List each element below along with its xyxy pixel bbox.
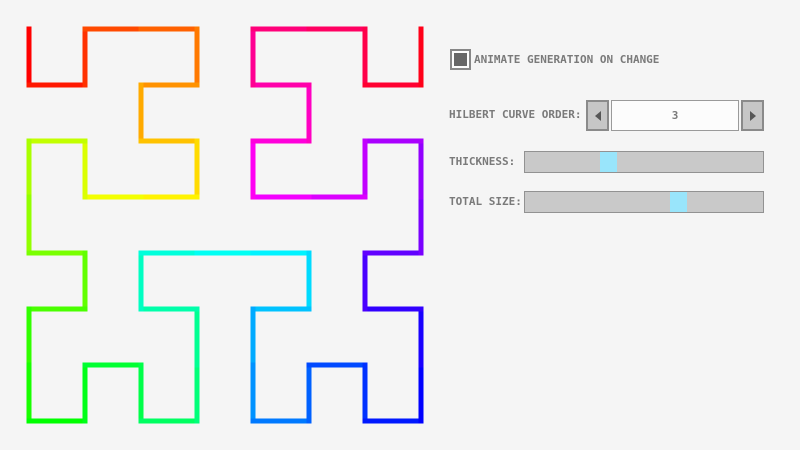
checkbox-checked-mark (454, 53, 467, 66)
order-decrement-button[interactable] (586, 100, 609, 131)
total-size-label: TOTAL SIZE: (449, 195, 522, 208)
thickness-slider-thumb[interactable] (600, 152, 617, 172)
animate-checkbox-label: ANIMATE GENERATION ON CHANGE (474, 53, 660, 66)
order-label: HILBERT CURVE ORDER: (449, 108, 582, 121)
order-value-field[interactable]: 3 (611, 100, 739, 131)
total-size-slider[interactable] (524, 191, 764, 213)
order-increment-button[interactable] (741, 100, 764, 131)
thickness-slider[interactable] (524, 151, 764, 173)
thickness-label: THICKNESS: (449, 155, 516, 168)
animate-checkbox[interactable] (450, 49, 471, 70)
hilbert-curve-canvas (26, 26, 424, 424)
left-arrow-icon (594, 110, 601, 121)
total-size-slider-thumb[interactable] (670, 192, 687, 212)
right-arrow-icon (749, 110, 756, 121)
